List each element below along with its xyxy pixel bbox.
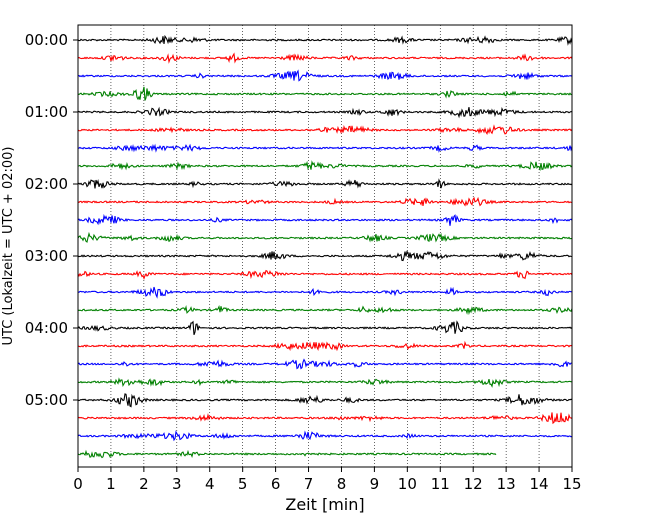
x-tick-label: 1 — [106, 475, 116, 493]
trace-row — [77, 143, 573, 153]
x-tick-label: 7 — [304, 475, 314, 493]
seismic-traces — [77, 34, 573, 459]
trace-row — [77, 340, 573, 352]
y-axis-title: UTC (Lokalzeit = UTC + 02:00) — [1, 147, 16, 346]
trace-row — [77, 106, 573, 119]
trace-row — [77, 160, 573, 172]
x-tick-label: 4 — [205, 475, 215, 493]
trace-row — [77, 305, 573, 316]
trace-row — [77, 124, 573, 135]
x-tick-label: 14 — [530, 475, 549, 493]
x-axis-title: Zeit [min] — [285, 495, 364, 514]
x-tick-label: 3 — [172, 475, 182, 493]
x-tick-label: 9 — [370, 475, 380, 493]
x-tick-label: 5 — [238, 475, 248, 493]
trace-row — [77, 377, 573, 388]
y-axis-ticks: 00:00 01:00 02:00 03:00 04:00 05:00 — [25, 31, 78, 409]
plot-background — [78, 25, 572, 467]
y-tick-label: 04:00 — [25, 319, 68, 337]
x-tick-label: 6 — [271, 475, 281, 493]
y-tick-label: 03:00 — [25, 247, 68, 265]
trace-row — [77, 358, 573, 370]
x-tick-label: 8 — [337, 475, 347, 493]
y-tick-label: 02:00 — [25, 175, 68, 193]
trace-row — [77, 52, 573, 64]
x-tick-label: 10 — [398, 475, 417, 493]
trace-row — [77, 69, 573, 82]
trace-row — [77, 231, 573, 243]
x-tick-label: 12 — [464, 475, 483, 493]
trace-row — [77, 269, 573, 280]
x-tick-label: 2 — [139, 475, 149, 493]
trace-row — [77, 196, 573, 207]
x-tick-label: 11 — [431, 475, 450, 493]
y-tick-label: 00:00 — [25, 31, 68, 49]
x-tick-label: 13 — [497, 475, 516, 493]
x-axis-ticks: 0 1 2 3 4 5 6 7 8 9 10 11 12 13 14 15 — [73, 467, 582, 493]
trace-row — [77, 86, 573, 101]
x-tick-label: 15 — [562, 475, 581, 493]
x-tick-label: 0 — [73, 475, 83, 493]
y-tick-label: 01:00 — [25, 103, 68, 121]
trace-row — [77, 393, 573, 408]
trace-row — [77, 320, 573, 335]
plot-frame — [77, 24, 573, 468]
trace-row — [77, 430, 573, 442]
trace-row — [77, 286, 573, 299]
trace-row — [77, 178, 573, 189]
trace-row — [77, 213, 573, 226]
y-tick-label: 05:00 — [25, 391, 68, 409]
trace-row — [77, 34, 573, 46]
trace-row — [77, 412, 573, 425]
trace-row — [77, 250, 573, 262]
trace-row — [77, 449, 497, 459]
